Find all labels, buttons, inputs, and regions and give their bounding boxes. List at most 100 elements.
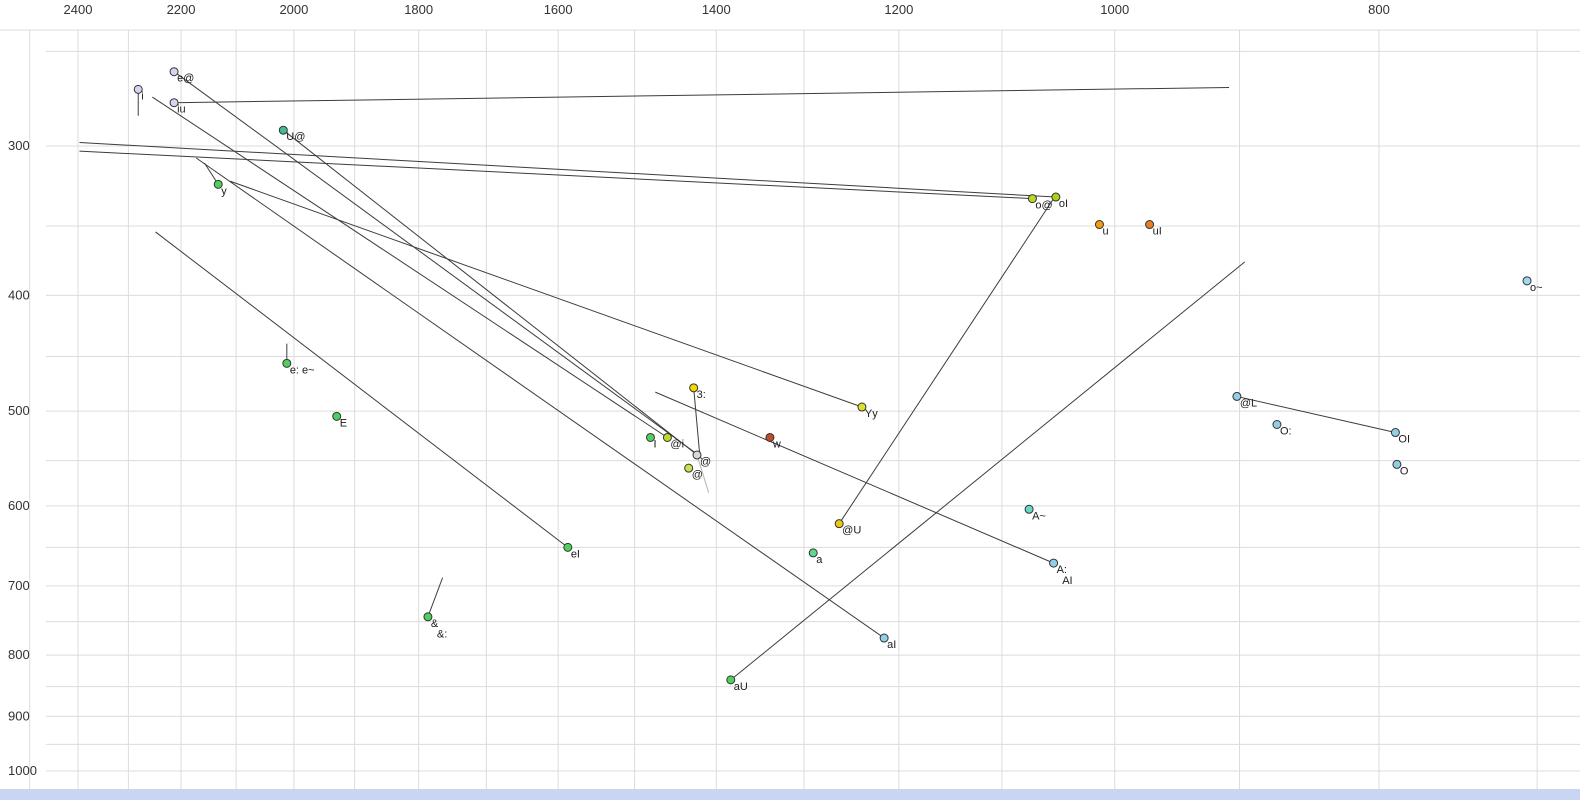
vowel-marker-e[interactable] <box>332 411 342 421</box>
x-tick-label-800: 800 <box>1368 2 1390 17</box>
x-tick-label-2400: 2400 <box>64 2 93 17</box>
vowel-marker-a[interactable] <box>1049 558 1059 568</box>
trajectory-line-14 <box>693 387 700 453</box>
trajectory-line-1 <box>174 86 1230 104</box>
trajectory-line-8 <box>155 231 569 548</box>
vowel-marker-o[interactable] <box>1272 420 1282 430</box>
vowel-label-y: y <box>221 185 227 197</box>
vowel-marker-o[interactable] <box>1522 276 1532 286</box>
vowel-label-a: A~ <box>1032 510 1046 522</box>
x-tick-label-2000: 2000 <box>279 2 308 17</box>
vowel-label-ee: e: e~ <box>290 364 315 376</box>
trajectory-line-4 <box>173 71 698 455</box>
trajectory-line-6 <box>152 96 668 438</box>
vowel-marker-ee[interactable] <box>282 358 292 368</box>
vowel-label-ai: AI <box>1062 575 1072 587</box>
vowel-marker-oi[interactable] <box>1390 428 1400 438</box>
vowel-marker-sym[interactable] <box>684 463 694 473</box>
vowel-marker-sym[interactable] <box>423 612 433 622</box>
vowel-label-sym: &: <box>437 628 447 640</box>
vowel-label-3: 3: <box>697 389 706 401</box>
vowel-marker-ai[interactable] <box>879 633 889 643</box>
trajectory-line-12 <box>655 391 1054 564</box>
vowel-label-iu: iu <box>177 104 186 116</box>
vowel-label-o: o@ <box>1035 200 1052 212</box>
vowel-label-au: aU <box>734 681 748 693</box>
trajectory-line-13 <box>1236 395 1396 434</box>
vowel-marker-3[interactable] <box>689 383 699 393</box>
x-tick-label-2200: 2200 <box>167 2 196 17</box>
vowel-marker-a[interactable] <box>808 548 818 558</box>
vowel-marker-oi[interactable] <box>1051 192 1061 202</box>
trajectory-line-2 <box>79 142 1056 198</box>
vowel-label-u: @U <box>842 525 861 537</box>
x-tick-label-1600: 1600 <box>544 2 573 17</box>
vowel-label-sym: @ <box>700 456 711 468</box>
x-tick-label-1200: 1200 <box>884 2 913 17</box>
y-tick-label-400: 400 <box>8 287 30 302</box>
vowel-label-e: e@ <box>177 73 194 85</box>
trajectory-line-7 <box>229 180 863 408</box>
vowel-label-w: w <box>772 438 781 450</box>
vowel-marker-e[interactable] <box>169 67 179 77</box>
vowel-label-o: o~ <box>1530 282 1543 294</box>
y-tick-label-500: 500 <box>8 403 30 418</box>
vowel-label-sym: @ <box>692 469 703 481</box>
vowel-label-i: @i <box>670 438 684 450</box>
vowel-label-l: @L <box>1240 397 1257 409</box>
vowel-marker-o[interactable] <box>1392 459 1402 469</box>
vowel-label-ei: eI <box>571 548 580 560</box>
vowel-marker-a[interactable] <box>1024 504 1034 514</box>
vowel-label-a: A: <box>1057 564 1067 576</box>
vowel-label-u: U@ <box>286 131 305 143</box>
vowel-label-a: a <box>816 554 823 566</box>
vowel-marker-w[interactable] <box>765 432 775 442</box>
vowel-marker-i[interactable] <box>662 432 672 442</box>
vowel-marker-y[interactable] <box>213 179 223 189</box>
trajectory-line-3 <box>79 150 1033 200</box>
vowel-marker-u[interactable] <box>278 125 288 135</box>
y-tick-label-700: 700 <box>8 578 30 593</box>
vowel-label-oi: OI <box>1398 434 1410 446</box>
vowel-marker-o[interactable] <box>1027 194 1037 204</box>
x-tick-label-1800: 1800 <box>404 2 433 17</box>
trajectory-line-15 <box>696 454 710 493</box>
vowel-marker-au[interactable] <box>726 675 736 685</box>
vowel-label-oi: oI <box>1059 198 1068 210</box>
trajectory-line-5 <box>282 129 703 460</box>
vowel-label-ui: uI <box>1153 226 1162 238</box>
vowel-marker-ui[interactable] <box>1145 220 1155 230</box>
vowel-label-i: I <box>653 438 656 450</box>
y-tick-label-900: 900 <box>8 708 30 723</box>
y-tick-label-300: 300 <box>8 138 30 153</box>
vowel-marker-u[interactable] <box>834 519 844 529</box>
vowel-label-sym: & <box>431 618 439 630</box>
y-tick-label-1000: 1000 <box>8 763 37 778</box>
trajectory-line-10 <box>730 261 1246 681</box>
vowel-label-yy: Yy <box>865 408 878 420</box>
y-tick-label-600: 600 <box>8 498 30 513</box>
x-tick-label-1400: 1400 <box>702 2 731 17</box>
vowel-marker-l[interactable] <box>1232 391 1242 401</box>
vowel-marker-sym[interactable] <box>692 450 702 460</box>
vowel-label-ai: aI <box>887 639 896 651</box>
vowel-marker-u[interactable] <box>1094 220 1104 230</box>
x-tick-label-1000: 1000 <box>1100 2 1129 17</box>
trajectory-line-18 <box>427 577 444 617</box>
bottom-strip <box>0 789 1580 800</box>
vowel-marker-i[interactable] <box>645 432 655 442</box>
vowel-label-i: i <box>141 90 143 102</box>
vowel-marker-i[interactable] <box>133 84 143 94</box>
vowel-label-e: E <box>340 417 347 429</box>
trajectory-line-11 <box>838 198 1055 524</box>
vowel-marker-ei[interactable] <box>563 542 573 552</box>
vowel-label-u: u <box>1102 226 1108 238</box>
y-tick-label-800: 800 <box>8 647 30 662</box>
vowel-marker-iu[interactable] <box>169 98 179 108</box>
trajectory-line-9 <box>195 157 885 639</box>
vowel-label-o: O: <box>1280 426 1292 438</box>
vowel-label-o: O <box>1400 465 1409 477</box>
vowel-marker-yy[interactable] <box>857 402 867 412</box>
